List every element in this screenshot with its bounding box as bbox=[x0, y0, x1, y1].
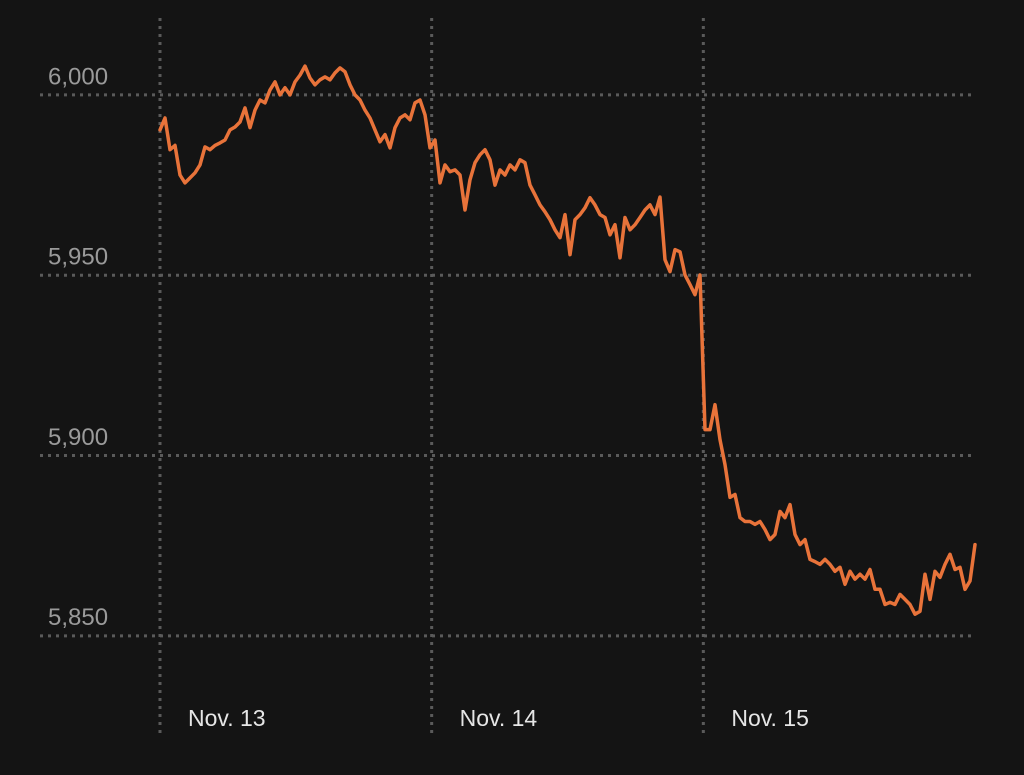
y-tick-label: 5,850 bbox=[48, 604, 108, 631]
x-tick-label: Nov. 15 bbox=[731, 705, 809, 731]
price-line bbox=[158, 64, 977, 616]
x-tick-label: Nov. 13 bbox=[188, 705, 266, 731]
y-tick-label: 5,950 bbox=[48, 244, 108, 271]
y-tick-label: 5,900 bbox=[48, 424, 108, 451]
x-tick-label: Nov. 14 bbox=[460, 705, 538, 731]
y-tick-label: 6,000 bbox=[48, 63, 108, 90]
